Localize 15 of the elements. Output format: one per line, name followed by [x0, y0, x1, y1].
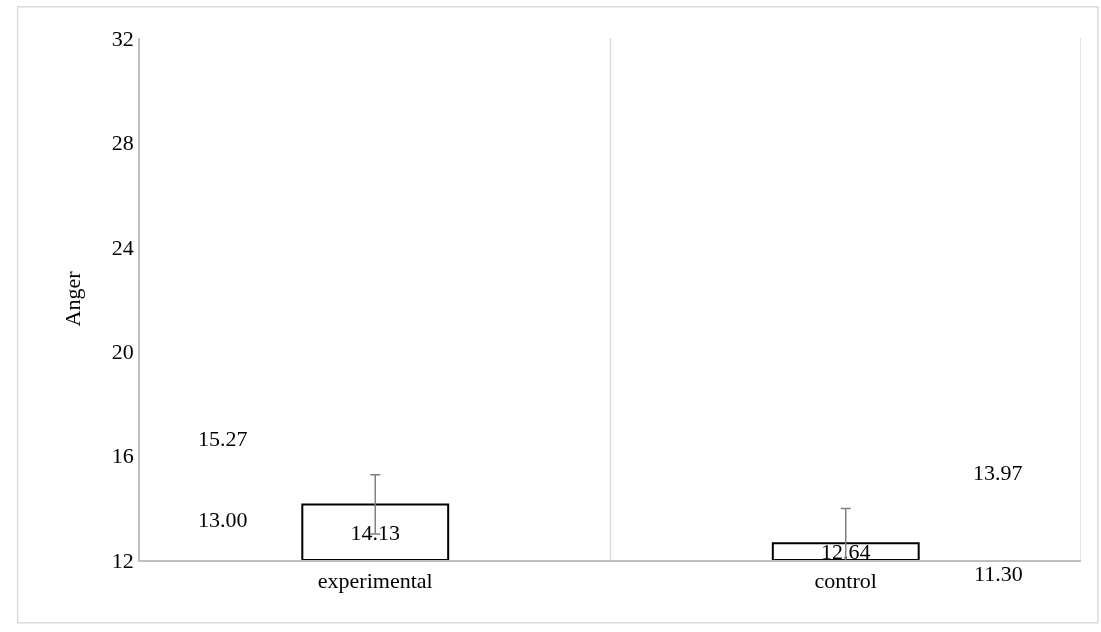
y-tick-label: 28 [111, 130, 134, 156]
data-label: 12.64 [821, 539, 871, 565]
x-tick-label: experimental [317, 568, 433, 594]
y-tick-label: 16 [111, 443, 134, 469]
text: 11.30 [974, 561, 1023, 586]
y-tick-label: 32 [111, 25, 134, 51]
annotation: 13.97 [973, 460, 1023, 485]
y-tick-label: 20 [111, 338, 134, 364]
annotation: 15.27 [198, 426, 248, 451]
x-tick-label: control [814, 568, 877, 594]
data-label: 14.13 [350, 519, 400, 545]
y-tick-label: 12 [111, 547, 134, 573]
y-axis-title: Anger [60, 270, 86, 327]
annotation: 13.00 [198, 507, 248, 532]
y-tick-label: 24 [111, 234, 134, 260]
